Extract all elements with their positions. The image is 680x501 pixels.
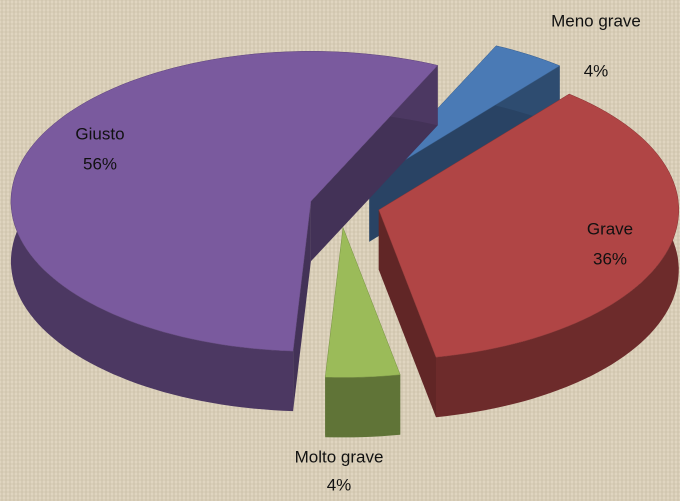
slice-label: Grave bbox=[587, 219, 633, 238]
slice-label: Meno grave bbox=[551, 11, 641, 30]
slice-label: Molto grave bbox=[295, 447, 384, 466]
slice-value-label: 4% bbox=[327, 475, 352, 494]
slice bbox=[378, 93, 680, 358]
slice-value-label: 36% bbox=[593, 249, 627, 268]
slice bbox=[10, 51, 439, 352]
slice-side bbox=[378, 209, 436, 418]
slice bbox=[324, 227, 401, 378]
slice-label: Giusto bbox=[75, 124, 124, 143]
slice-wall bbox=[325, 374, 401, 438]
slice bbox=[369, 45, 561, 182]
slice-value-label: 4% bbox=[584, 61, 609, 80]
slice-side bbox=[293, 201, 311, 412]
slice-value-label: 56% bbox=[83, 154, 117, 173]
